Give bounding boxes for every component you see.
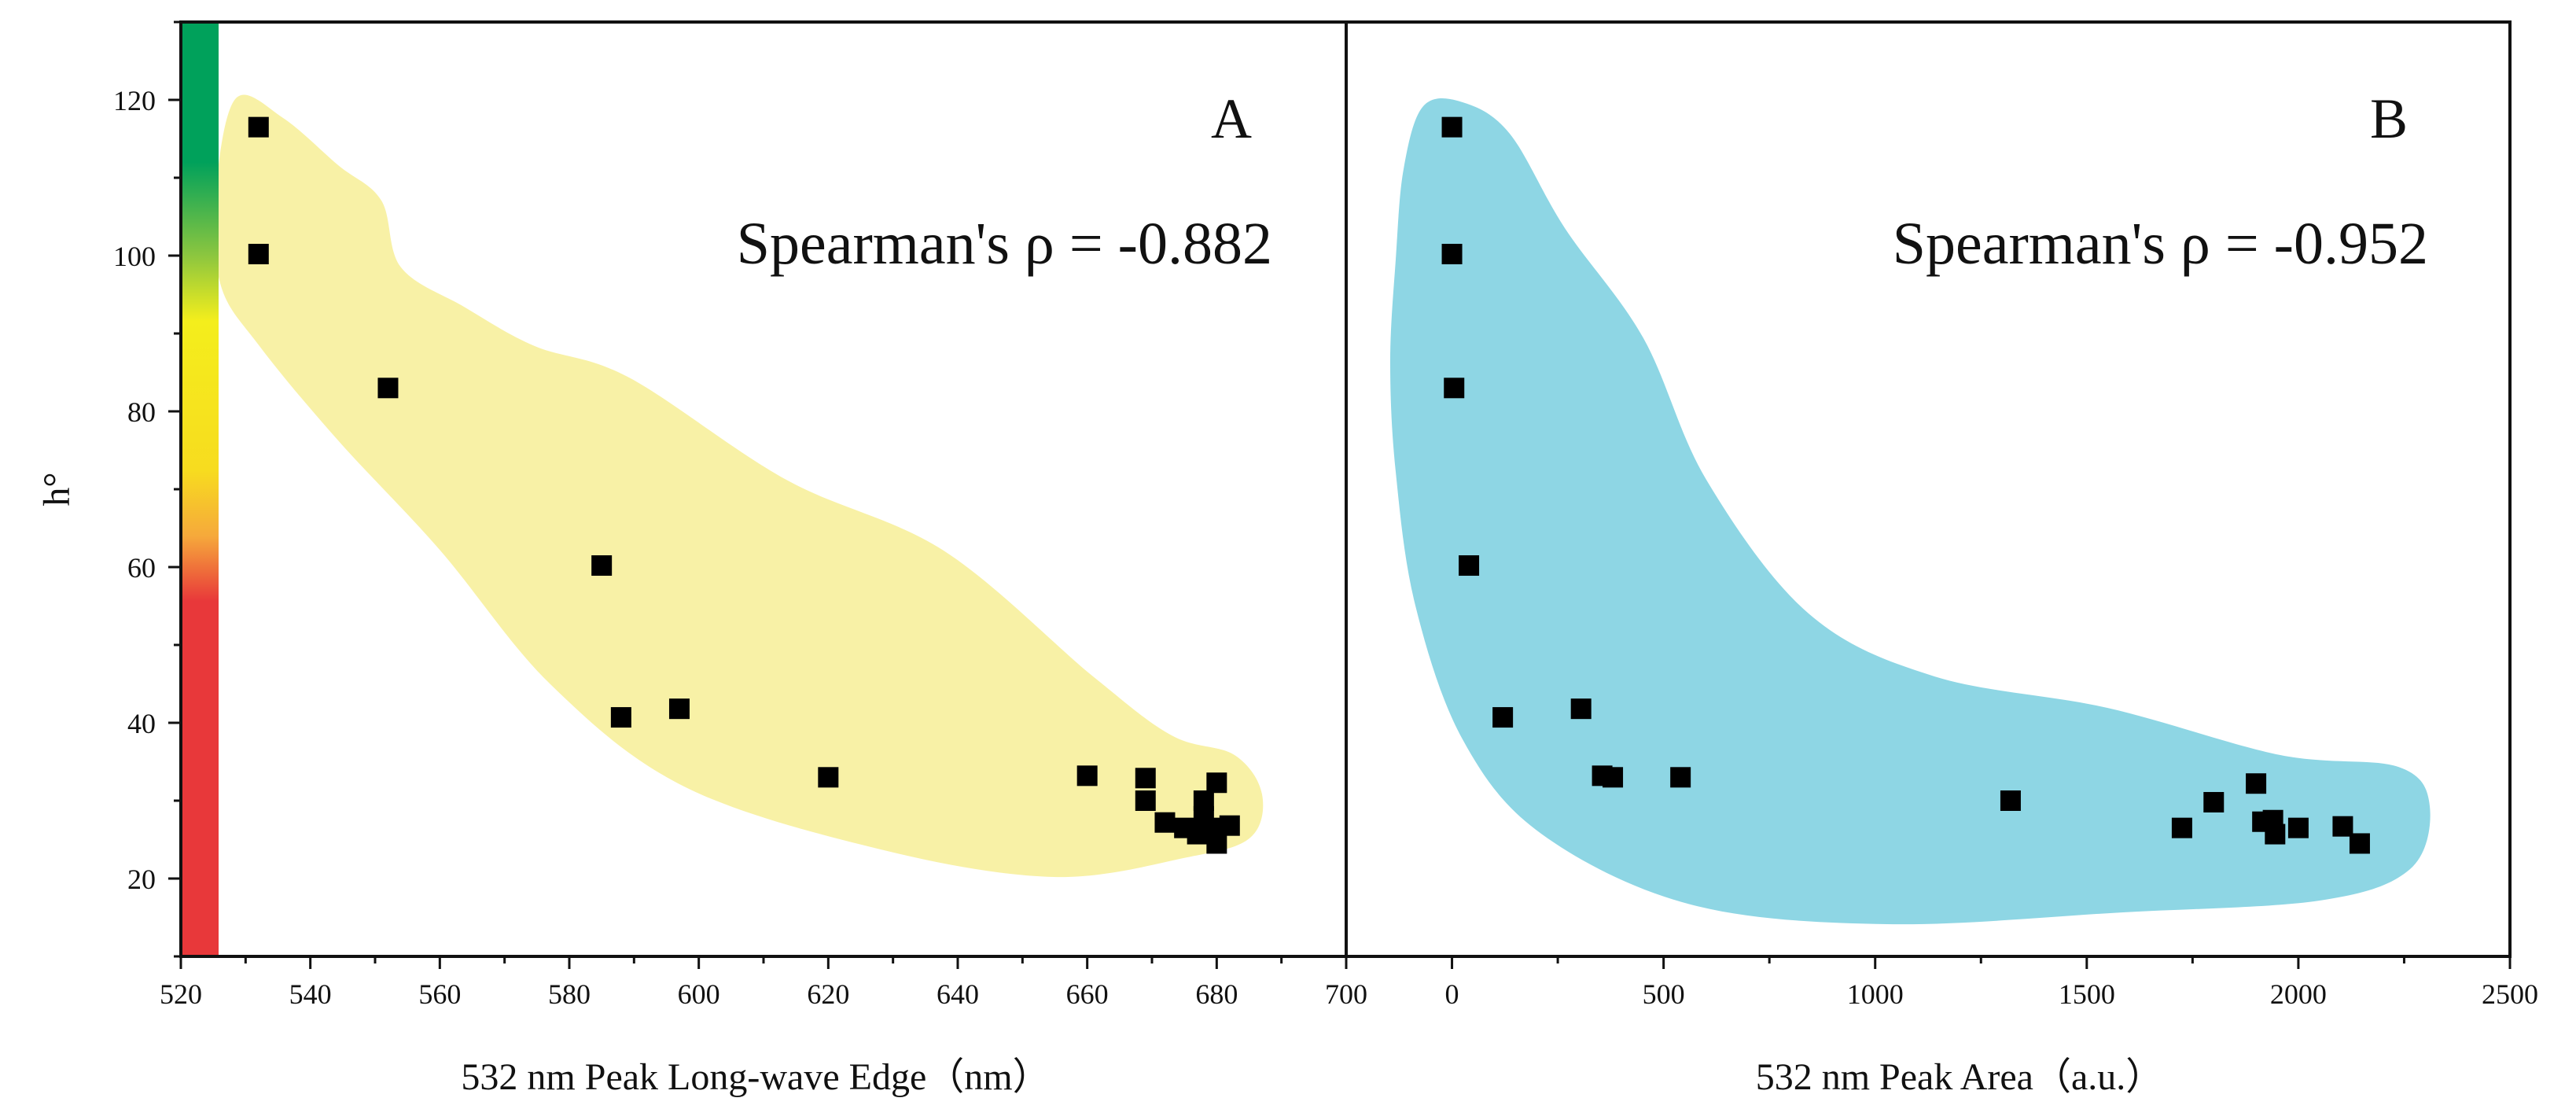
data-point [591,555,613,577]
panel-b-x-axis-label: 532 nm Peak Area（a.u.） [1756,1056,2164,1098]
y-tick-label: 20 [127,864,156,895]
data-point [1444,378,1465,399]
panel-b-x-ticks: 0 500 1000 1500 2000 2500 [1345,956,2538,1010]
data-point [1206,833,1227,854]
y-tick-label: 80 [127,396,156,428]
data-point [1206,772,1227,794]
x-tick-label: 2500 [2482,978,2538,1010]
y-tick-label: 60 [127,552,156,584]
panel-b-points [1441,116,2370,854]
data-point [2246,773,2267,794]
data-point [1135,790,1156,811]
x-tick-label: 580 [548,978,591,1010]
data-point [2349,833,2370,854]
data-point [377,378,399,399]
x-tick-label: 680 [1195,978,1238,1010]
data-point [1492,707,1514,728]
data-point [1219,815,1240,836]
panel-frame-rect [1345,20,2512,958]
panel-b-frame [1345,20,2512,958]
x-tick-label: 540 [289,978,332,1010]
panel-b-highlight-blob [1390,98,2431,925]
data-point [1135,768,1156,789]
x-tick-label: 0 [1445,978,1459,1010]
hue-color-bar [182,22,219,956]
y-tick-label: 100 [113,241,156,272]
panel-a-highlight-blob [214,94,1264,878]
data-point [2332,816,2353,837]
y-tick-label: 40 [127,708,156,739]
x-tick-label: 660 [1066,978,1109,1010]
data-point [1154,812,1176,833]
data-point [1441,116,1463,138]
data-point [248,116,269,138]
x-tick-label: 2000 [2270,978,2327,1010]
data-point [2203,791,2225,812]
data-point [818,767,839,788]
data-point [1076,765,1098,787]
x-tick-label: 500 [1643,978,1685,1010]
panel-a-points [248,116,1240,854]
y-axis-ticks: 20 40 60 80 100 120 [113,20,181,958]
data-point [1603,767,1624,788]
data-point [1670,767,1691,788]
y-tick-label: 120 [113,85,156,116]
x-tick-label: 520 [160,978,202,1010]
data-point [610,707,631,728]
data-point [248,244,269,265]
data-point [1441,244,1463,265]
x-tick-label: 640 [937,978,979,1010]
x-tick-label: 700 [1325,978,1367,1010]
x-tick-label: 560 [418,978,461,1010]
x-tick-label: 1500 [2059,978,2115,1010]
y-axis-label: h° [36,472,78,506]
data-point [2287,817,2309,838]
x-tick-label: 1000 [1847,978,1904,1010]
data-point [1459,555,1480,577]
data-point [668,698,690,720]
panel-b-spearman-annotation: Spearman's ρ = -0.952 [1893,211,2428,277]
data-point [2000,790,2021,811]
data-point [1193,790,1214,811]
panel-a-x-axis-label: 532 nm Peak Long-wave Edge（nm） [461,1056,1050,1098]
data-point [2265,823,2286,845]
panel-a-letter: A [1211,87,1252,150]
panel-a-x-ticks: 520 540 560 580 600 620 640 660 680 700 [160,956,1367,1010]
data-point [2171,817,2192,838]
panel-b-letter: B [2370,87,2408,150]
data-point [1570,698,1592,720]
panel-a-spearman-annotation: Spearman's ρ = -0.882 [737,211,1272,277]
x-tick-label: 600 [678,978,720,1010]
x-tick-label: 620 [807,978,849,1010]
